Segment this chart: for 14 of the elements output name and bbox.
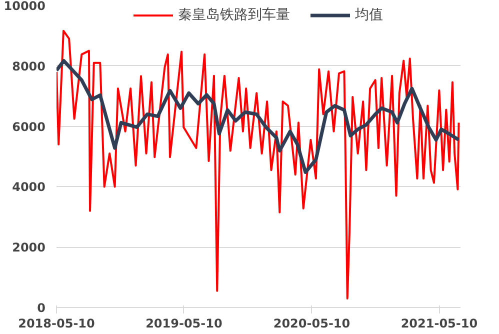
legend-label: 秦皇岛铁路到车量 [178,6,290,24]
x-tick-label: 2021-05-10 [400,316,478,330]
x-tick-label: 2018-05-10 [18,316,95,330]
y-tick-label: 6000 [12,120,46,134]
y-tick-label: 2000 [12,240,46,255]
x-tick-label: 2019-05-10 [146,316,222,330]
line-series [56,30,460,300]
x-tick-label: 2020-05-10 [273,316,350,330]
y-tick-label: 0 [37,301,46,315]
y-tick-label: 8000 [12,59,46,74]
line-series [56,59,460,174]
y-tick-label: 4000 [12,180,46,194]
legend-label: 均值 [355,6,383,24]
y-tick-label: 10000 [4,0,46,13]
